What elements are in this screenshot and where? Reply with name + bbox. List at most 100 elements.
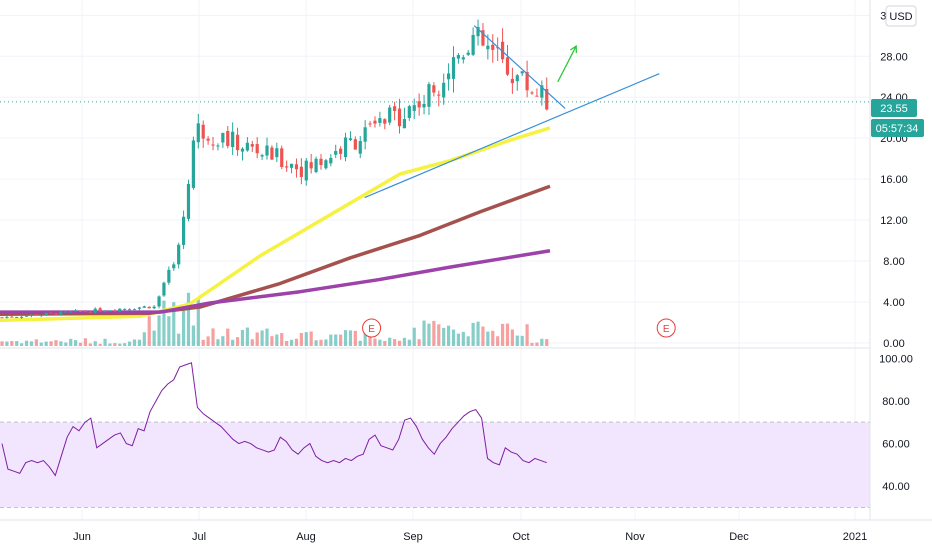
volume-bar: [54, 340, 58, 346]
candle-body: [216, 145, 220, 147]
candle-body: [186, 183, 191, 219]
candle-body: [29, 314, 34, 316]
candle-body: [289, 163, 294, 168]
candle: [319, 154, 323, 170]
candle-body: [245, 142, 249, 151]
moving-average-line: [0, 249, 551, 314]
candle: [98, 306, 102, 312]
volume-bar: [64, 342, 68, 346]
candle: [93, 307, 97, 314]
candle-body: [231, 131, 235, 148]
earnings-marker[interactable]: E: [362, 318, 382, 338]
rsi-line: [1, 362, 547, 477]
candle: [152, 305, 156, 310]
price-tick-label: 12.00: [880, 215, 908, 227]
candle-body: [93, 308, 97, 313]
volume-bar: [78, 342, 83, 346]
candle: [363, 120, 367, 150]
time-axis[interactable]: Jun Jul Aug Sep Oct Nov Dec 2021: [73, 531, 867, 543]
candles[interactable]: [0, 19, 549, 319]
candle: [34, 314, 38, 316]
candle: [0, 317, 4, 319]
price-tick-label: 16.00: [880, 174, 908, 186]
earnings-marker[interactable]: E: [656, 318, 676, 338]
volume-bar: [216, 339, 220, 346]
volume-bar: [412, 327, 416, 346]
currency-badge-box: [885, 5, 917, 27]
candle-body: [221, 132, 225, 143]
volume-bar: [5, 341, 9, 346]
candle-body: [59, 311, 63, 315]
candle: [44, 312, 48, 316]
rsi-tick-label: 40.00: [882, 481, 910, 493]
candle-body: [255, 144, 259, 154]
volume-bar: [388, 337, 392, 346]
volume-bar: [123, 343, 127, 346]
candle-body: [167, 269, 171, 283]
candle-body: [476, 26, 480, 37]
candle-body: [235, 134, 240, 151]
candle-body: [201, 124, 205, 139]
volume-bar: [34, 339, 38, 346]
annotations: [0, 25, 870, 199]
last-price-tag: 23.55 05:57:34: [871, 99, 924, 137]
candle: [461, 54, 465, 64]
rsi-tick-label: 80.00: [882, 396, 910, 408]
candle: [510, 67, 514, 94]
volume-bar: [59, 341, 63, 346]
volume-bar: [250, 339, 254, 346]
candle: [24, 315, 29, 317]
volume-bar: [525, 324, 529, 346]
candle-body: [299, 166, 303, 177]
candle-body: [5, 316, 9, 318]
volume-bar: [240, 329, 245, 346]
candle: [343, 132, 348, 162]
candle-body: [422, 103, 426, 108]
candle: [432, 82, 436, 97]
candle-body: [10, 316, 14, 318]
volume-bar: [437, 324, 441, 346]
volume-bar: [304, 332, 308, 346]
price-tick-label: 0.00: [883, 338, 904, 350]
rsi-tick-label: 60.00: [882, 439, 910, 451]
currency-badge[interactable]: USD: [885, 5, 917, 27]
volume-bar: [299, 333, 303, 346]
volume-bar: [245, 327, 249, 346]
candle: [373, 116, 377, 128]
volume-bar: [235, 337, 240, 346]
candle-body: [113, 310, 117, 312]
price-axis[interactable]: 0.004.008.0012.0016.0020.0024.0028.0032.…: [880, 10, 908, 350]
candle: [358, 136, 362, 159]
candle: [78, 310, 83, 312]
candle-body: [378, 118, 382, 123]
candle: [314, 156, 318, 174]
candle-body: [388, 107, 392, 123]
volume-bar: [74, 340, 78, 346]
price-tick-label: 8.00: [883, 256, 904, 268]
volume-bar: [49, 341, 53, 346]
candle: [471, 27, 475, 57]
currency-label: USD: [889, 11, 912, 23]
volume-bar: [540, 338, 544, 346]
candle: [142, 305, 146, 308]
volume-bar: [451, 329, 456, 346]
candle-body: [515, 75, 519, 82]
candle: [530, 90, 534, 95]
candle: [39, 314, 43, 318]
candle-body: [304, 160, 308, 181]
candle-body: [64, 311, 68, 313]
candle: [446, 63, 451, 91]
candle-body: [491, 44, 495, 50]
volume-bar: [397, 340, 402, 346]
candle: [304, 158, 308, 186]
candle-body: [177, 244, 181, 265]
candle: [221, 132, 225, 148]
candle-body: [339, 148, 343, 154]
candle: [496, 37, 500, 62]
candle-body: [226, 130, 230, 147]
time-tick-label: Dec: [729, 531, 749, 543]
candle: [525, 60, 529, 98]
rsi-axis[interactable]: 40.00 60.00 80.00 100.00: [879, 354, 913, 494]
